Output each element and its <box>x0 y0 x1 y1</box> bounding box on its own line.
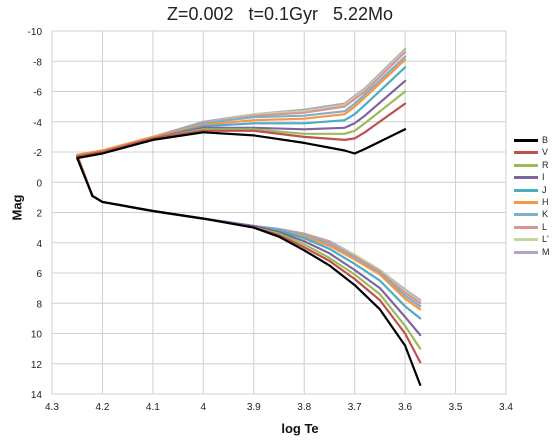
legend-item: I <box>514 171 558 183</box>
y-tick-label: 8 <box>36 299 42 310</box>
x-tick-label: 3.4 <box>499 402 513 413</box>
legend-swatch <box>514 238 538 242</box>
legend-swatch <box>514 250 538 254</box>
legend-swatch <box>514 213 538 217</box>
y-axis-label: Mag <box>9 194 25 221</box>
chart-title: Z=0.002 t=0.1Gyr 5.22Mo <box>166 4 394 24</box>
y-tick-label: 10 <box>31 330 43 341</box>
grid-layer <box>51 30 507 395</box>
legend-label: I <box>542 172 545 183</box>
series-line-h-upper <box>76 58 407 197</box>
x-tick-label: 4 <box>201 402 207 413</box>
y-tick-label: -10 <box>28 27 43 38</box>
legend-item: B <box>514 134 558 146</box>
legend: B V R I J H K L L' M <box>514 134 558 258</box>
legend-label: B <box>542 135 549 145</box>
x-tick-label: 3.6 <box>398 402 412 413</box>
y-tick-label: -4 <box>33 118 42 129</box>
legend-item: J <box>514 184 558 196</box>
x-tick-label: 3.5 <box>449 402 463 413</box>
x-tick-label: 4.1 <box>146 402 160 413</box>
legend-item: L' <box>514 233 558 245</box>
legend-item: L <box>514 221 558 233</box>
legend-label: K <box>542 209 549 220</box>
legend-label: M <box>542 246 550 257</box>
legend-item: V <box>514 146 558 158</box>
series-layer <box>76 48 422 386</box>
legend-label: H <box>542 197 549 207</box>
x-tick-label: 4.3 <box>45 402 59 413</box>
series-line-v-upper <box>76 102 407 197</box>
legend-swatch <box>514 139 538 142</box>
legend-label: R <box>542 159 549 170</box>
legend-swatch <box>514 176 538 180</box>
y-tick-label: -2 <box>33 148 42 159</box>
legend-swatch <box>514 163 538 167</box>
legend-swatch <box>514 201 538 204</box>
legend-label: L' <box>542 234 549 245</box>
y-tick-label: 6 <box>36 269 42 280</box>
legend-swatch <box>514 225 538 229</box>
legend-swatch <box>514 151 538 155</box>
x-tick-label: 3.7 <box>348 402 362 413</box>
y-tick-label: 4 <box>36 239 42 250</box>
legend-label: J <box>542 184 547 195</box>
y-tick-label: -8 <box>33 57 42 68</box>
tick-layer: 4.3 4.2 4.1 4 3.9 3.8 3.7 3.6 3.5 3.4 -10 -8 -6 -4 -2 0… <box>28 27 514 413</box>
legend-item: M <box>514 246 558 258</box>
x-tick-label: 3.8 <box>297 402 311 413</box>
legend-item: K <box>514 208 558 220</box>
y-tick-label: -6 <box>33 88 42 99</box>
y-tick-label: 12 <box>31 360 43 371</box>
legend-label: V <box>542 147 549 158</box>
x-tick-label: 4.2 <box>95 402 109 413</box>
y-tick-label: 14 <box>31 390 43 401</box>
y-tick-label: 2 <box>36 209 42 220</box>
x-axis-label: log Te <box>281 421 319 436</box>
series-line-b-lower <box>91 194 422 386</box>
y-tick-label: 0 <box>36 178 42 189</box>
series-line-b-upper <box>76 128 407 197</box>
legend-item: R <box>514 159 558 171</box>
x-tick-label: 3.9 <box>247 402 261 413</box>
legend-item: H <box>514 196 558 208</box>
legend-label: L <box>542 221 548 232</box>
legend-swatch <box>514 188 538 192</box>
